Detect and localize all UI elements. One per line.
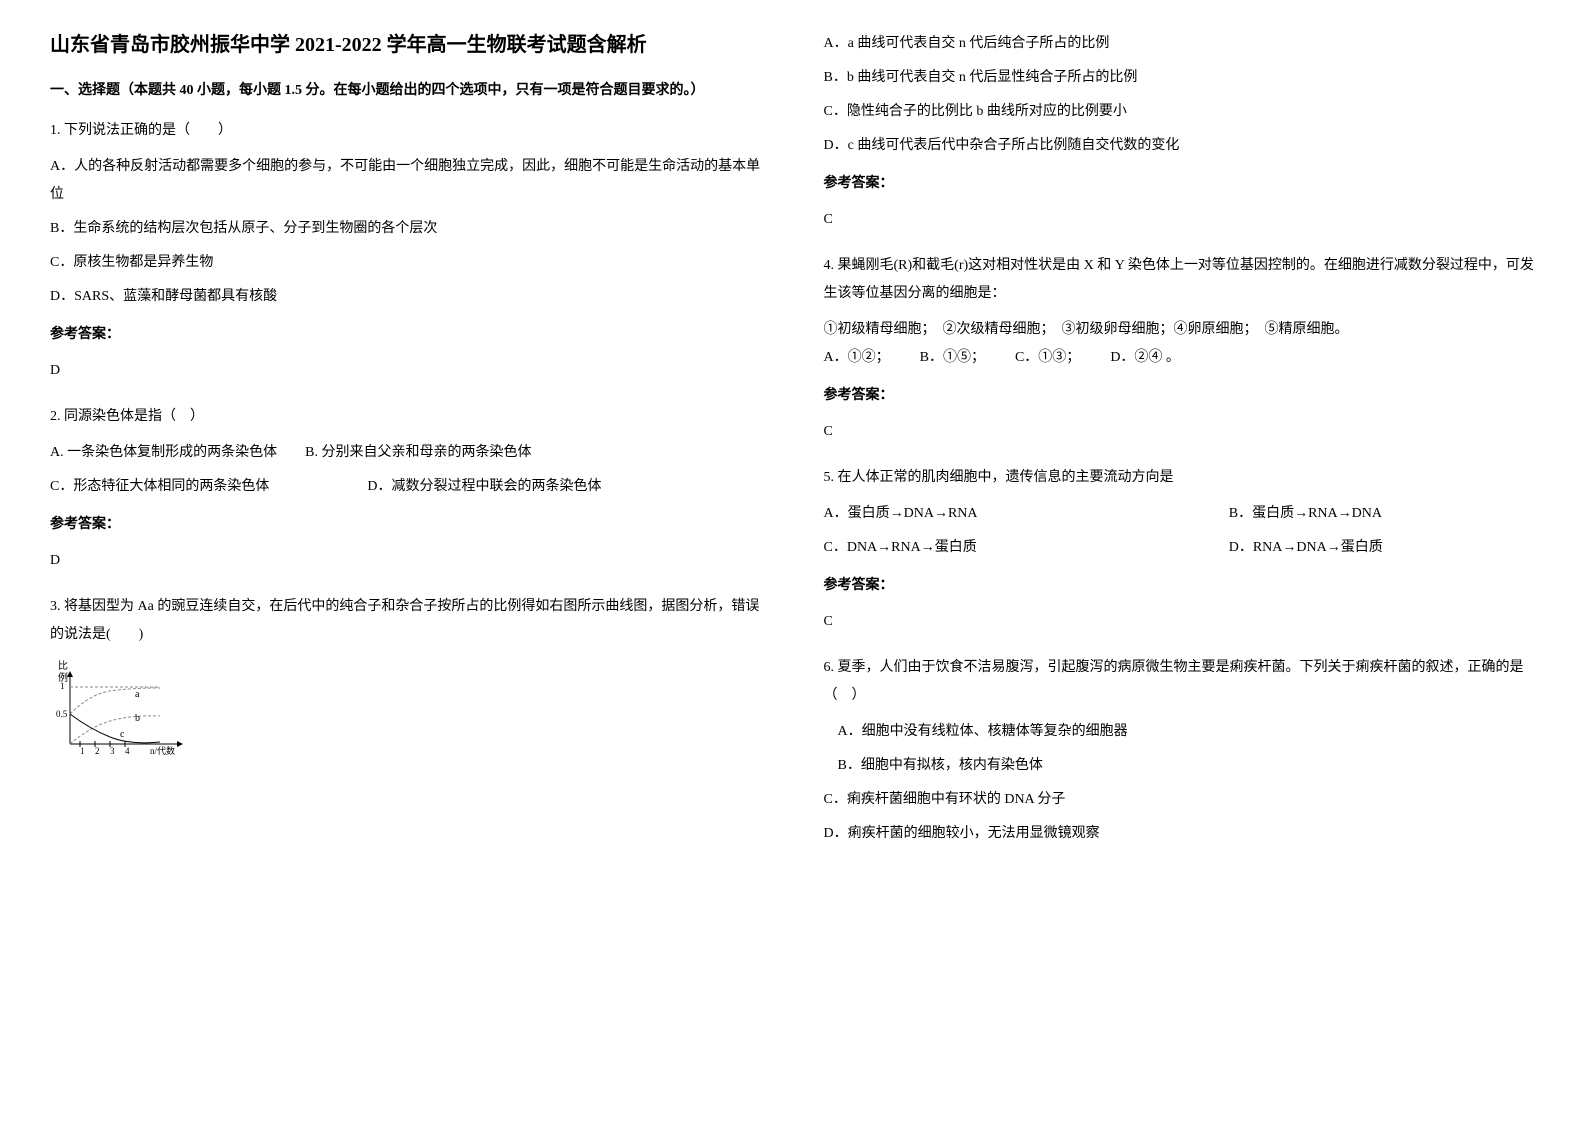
- chart-xlabel: n/代数: [150, 745, 175, 756]
- chart-label-b: b: [135, 713, 140, 724]
- option-d: D．②④ 。: [1110, 344, 1180, 372]
- option-b: B. 分别来自父亲和母亲的两条染色体: [305, 445, 531, 460]
- answer-value: C: [824, 608, 1538, 636]
- chart-xtick-4: 4: [125, 746, 130, 756]
- question-3: 3. 将基因型为 Aa 的豌豆连续自交，在后代中的纯合子和杂合子按所占的比例得如…: [50, 593, 764, 770]
- option-c: C．隐性纯合子的比例比 b 曲线所对应的比例要小: [824, 98, 1538, 126]
- question-text: 3. 将基因型为 Aa 的豌豆连续自交，在后代中的纯合子和杂合子按所占的比例得如…: [50, 593, 764, 649]
- options-row-2: C．形态特征大体相同的两条染色体 D．减数分裂过程中联会的两条染色体: [50, 473, 764, 501]
- chart-curve-c: [70, 714, 160, 743]
- option-b: B．生命系统的结构层次包括从原子、分子到生物圈的各个层次: [50, 215, 764, 243]
- chart-curve-b: [70, 716, 160, 744]
- options-row-2: C．DNA→RNA→蛋白质 D．RNA→DNA→蛋白质: [824, 534, 1538, 562]
- chart-xtick-2: 2: [95, 746, 100, 756]
- section-header: 一、选择题（本题共 40 小题，每小题 1.5 分。在每小题给出的四个选项中，只…: [50, 80, 764, 102]
- question-6: 6. 夏季，人们由于饮食不洁易腹泻，引起腹泻的病原微生物主要是痢疾杆菌。下列关于…: [824, 654, 1538, 848]
- option-a: A．a 曲线可代表自交 n 代后纯合子所占的比例: [824, 30, 1538, 58]
- answer-label: 参考答案：: [824, 382, 1538, 410]
- question-text: 2. 同源染色体是指（ ）: [50, 403, 764, 431]
- chart-container: 比 例 1 0.5 1 2 3 4 n/代数: [50, 659, 764, 770]
- option-a: A．人的各种反射活动都需要多个细胞的参与，不可能由一个细胞独立完成，因此，细胞不…: [50, 153, 764, 209]
- right-column: A．a 曲线可代表自交 n 代后纯合子所占的比例 B．b 曲线可代表自交 n 代…: [824, 30, 1538, 866]
- option-d: D．痢疾杆菌的细胞较小，无法用显微镜观察: [824, 820, 1538, 848]
- answer-label: 参考答案：: [50, 321, 764, 349]
- answer-value: C: [824, 206, 1538, 234]
- options-inline: A．①②； B．①⑤； C．①③； D．②④ 。: [824, 344, 1538, 372]
- question-2: 2. 同源染色体是指（ ） A. 一条染色体复制形成的两条染色体 B. 分别来自…: [50, 403, 764, 575]
- option-b: B．蛋白质→RNA→DNA: [1229, 506, 1382, 521]
- question-text: 5. 在人体正常的肌肉细胞中，遗传信息的主要流动方向是: [824, 464, 1538, 492]
- option-c: C．原核生物都是异养生物: [50, 249, 764, 277]
- option-c: C．形态特征大体相同的两条染色体: [50, 479, 269, 494]
- chart-svg: 比 例 1 0.5 1 2 3 4 n/代数: [50, 659, 190, 759]
- chart-ylabel-1: 比: [58, 660, 68, 672]
- chart-xtick-1: 1: [80, 746, 85, 756]
- option-d: D．减数分裂过程中联会的两条染色体: [367, 479, 601, 494]
- question-1: 1. 下列说法正确的是（ ） A．人的各种反射活动都需要多个细胞的参与，不可能由…: [50, 117, 764, 385]
- option-b: B．①⑤；: [920, 344, 985, 372]
- answer-label: 参考答案：: [824, 170, 1538, 198]
- option-a: A．①②；: [824, 344, 890, 372]
- options-row-1: A. 一条染色体复制形成的两条染色体 B. 分别来自父亲和母亲的两条染色体: [50, 439, 764, 467]
- option-a: A．细胞中没有线粒体、核糖体等复杂的细胞器: [824, 718, 1538, 746]
- option-b: B．细胞中有拟核，核内有染色体: [824, 752, 1538, 780]
- answer-label: 参考答案：: [50, 511, 764, 539]
- answer-value: D: [50, 547, 764, 575]
- question-4: 4. 果蝇刚毛(R)和截毛(r)这对相对性状是由 X 和 Y 染色体上一对等位基…: [824, 252, 1538, 446]
- option-d: D．c 曲线可代表后代中杂合子所占比例随自交代数的变化: [824, 132, 1538, 160]
- question-5: 5. 在人体正常的肌肉细胞中，遗传信息的主要流动方向是 A．蛋白质→DNA→RN…: [824, 464, 1538, 636]
- option-a: A. 一条染色体复制形成的两条染色体: [50, 445, 277, 460]
- option-c: C．①③；: [1015, 344, 1080, 372]
- option-d: D．RNA→DNA→蛋白质: [1229, 540, 1383, 555]
- answer-value: C: [824, 418, 1538, 446]
- options-row-1: A．蛋白质→DNA→RNA B．蛋白质→RNA→DNA: [824, 500, 1538, 528]
- chart-xtick-3: 3: [110, 746, 115, 756]
- question-sub: ①初级精母细胞； ②次级精母细胞； ③初级卵母细胞；④卵原细胞； ⑤精原细胞。: [824, 316, 1538, 344]
- question-3-options: A．a 曲线可代表自交 n 代后纯合子所占的比例 B．b 曲线可代表自交 n 代…: [824, 30, 1538, 234]
- option-a: A．蛋白质→DNA→RNA: [824, 506, 977, 521]
- chart-curve-a: [70, 688, 160, 714]
- answer-label: 参考答案：: [824, 572, 1538, 600]
- exam-title: 山东省青岛市胶州振华中学 2021-2022 学年高一生物联考试题含解析: [50, 30, 764, 60]
- chart-x-arrow: [177, 741, 183, 747]
- question-text: 4. 果蝇刚毛(R)和截毛(r)这对相对性状是由 X 和 Y 染色体上一对等位基…: [824, 252, 1538, 308]
- left-column: 山东省青岛市胶州振华中学 2021-2022 学年高一生物联考试题含解析 一、选…: [50, 30, 764, 866]
- question-text: 6. 夏季，人们由于饮食不洁易腹泻，引起腹泻的病原微生物主要是痢疾杆菌。下列关于…: [824, 654, 1538, 710]
- chart-label-a: a: [135, 689, 140, 700]
- option-c: C．DNA→RNA→蛋白质: [824, 540, 977, 555]
- option-d: D．SARS、蓝藻和酵母菌都具有核酸: [50, 283, 764, 311]
- option-c: C．痢疾杆菌细胞中有环状的 DNA 分子: [824, 786, 1538, 814]
- chart-ytick-05: 0.5: [56, 709, 68, 719]
- chart-label-c: c: [120, 729, 125, 740]
- chart-ytick-1: 1: [60, 681, 65, 691]
- question-text: 1. 下列说法正确的是（ ）: [50, 117, 764, 145]
- page-container: 山东省青岛市胶州振华中学 2021-2022 学年高一生物联考试题含解析 一、选…: [50, 30, 1537, 866]
- answer-value: D: [50, 357, 764, 385]
- option-b: B．b 曲线可代表自交 n 代后显性纯合子所占的比例: [824, 64, 1538, 92]
